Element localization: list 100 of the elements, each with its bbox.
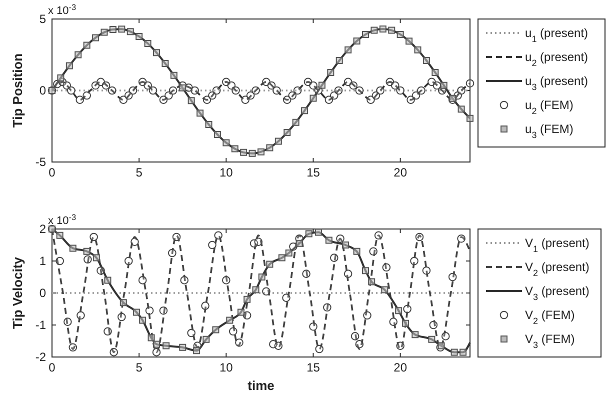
point <box>381 286 388 294</box>
point <box>120 299 127 306</box>
point <box>100 28 108 36</box>
point <box>237 308 244 316</box>
point <box>153 49 160 56</box>
x-tick-label: 0 <box>48 166 56 180</box>
point <box>132 308 140 316</box>
point <box>258 148 264 156</box>
point <box>205 121 212 128</box>
text: x 10$^{-3}$ <box>48 212 77 227</box>
y-tick-label: -5 <box>35 154 46 169</box>
x-tick-label: 10 <box>219 360 234 375</box>
point <box>440 82 448 89</box>
point <box>325 236 332 244</box>
x-tick-label: 15 <box>306 360 320 375</box>
point <box>170 72 178 79</box>
point <box>327 68 334 76</box>
point <box>126 28 134 36</box>
legend-label: u$_{3}$ (FEM) <box>525 122 574 140</box>
point <box>274 138 282 145</box>
legend-label: u$_{2}$ (present) <box>525 50 588 68</box>
legend-label: V$_{3}$ (FEM) <box>525 332 575 350</box>
point <box>66 62 73 70</box>
point <box>252 286 260 294</box>
point <box>153 340 160 348</box>
point <box>342 242 349 248</box>
point <box>83 248 90 255</box>
point <box>450 348 458 356</box>
point <box>305 230 312 238</box>
point <box>296 240 303 247</box>
y-tick-label: 0 <box>39 83 46 98</box>
legend-label: u$_{1}$ (present) <box>525 26 588 44</box>
point <box>318 82 326 89</box>
x-tick-label: 20 <box>394 360 408 375</box>
x-tick-label: 20 <box>394 166 408 180</box>
point <box>162 60 169 67</box>
point <box>266 260 274 268</box>
point <box>214 131 221 138</box>
point <box>136 32 143 40</box>
point <box>460 348 467 356</box>
point <box>278 254 286 262</box>
point <box>344 46 352 54</box>
point <box>353 38 360 45</box>
point <box>57 74 64 82</box>
point <box>396 30 404 38</box>
y-tick-label: 1 <box>39 254 46 268</box>
point <box>370 26 378 34</box>
point <box>202 336 210 343</box>
x-tick-label: 0 <box>48 360 56 375</box>
legend-label: u$_{3}$ (present) <box>525 74 588 92</box>
point <box>284 129 291 136</box>
point <box>83 42 90 49</box>
point <box>362 30 369 38</box>
y-axis-title: Tip Velocity <box>10 256 25 330</box>
point <box>104 276 112 284</box>
legend-label: V$_{3}$ (present) <box>525 284 590 302</box>
point <box>406 38 413 45</box>
text: x 10$^{-3}$ <box>48 2 77 17</box>
point <box>458 106 465 113</box>
y-tick-label: -2 <box>35 350 46 364</box>
point <box>414 46 422 54</box>
legend-label: u$_{2}$ (FEM) <box>525 98 574 116</box>
point <box>353 248 360 255</box>
legend-label: V$_{2}$ (present) <box>525 260 590 278</box>
x-axis-title: time <box>248 378 274 393</box>
x-tick-label: 10 <box>219 166 234 180</box>
point <box>69 244 76 252</box>
point <box>266 144 274 152</box>
point <box>362 267 369 274</box>
point <box>144 40 152 47</box>
point <box>412 331 419 338</box>
point <box>148 334 155 342</box>
point <box>402 320 410 327</box>
x-tick-label: 5 <box>136 360 143 375</box>
point <box>336 56 343 64</box>
point <box>179 84 186 92</box>
point <box>196 110 204 117</box>
point <box>395 307 402 314</box>
y-tick-label: 5 <box>39 12 46 26</box>
point <box>285 250 292 256</box>
point <box>193 347 200 354</box>
point <box>388 26 396 34</box>
point <box>244 296 251 303</box>
point <box>310 94 317 102</box>
point <box>301 107 308 114</box>
point <box>248 150 256 157</box>
point <box>162 342 170 350</box>
point <box>428 336 436 343</box>
point <box>432 68 439 76</box>
legend-label: V$_{2}$ (FEM) <box>525 308 575 326</box>
point <box>240 148 248 156</box>
point <box>466 114 474 122</box>
y-tick-label: 0 <box>39 286 46 300</box>
legend-label: V$_{1}$ (present) <box>525 236 590 254</box>
point <box>222 139 230 146</box>
point <box>179 344 186 351</box>
x-tick-label: 5 <box>136 166 143 180</box>
point <box>438 342 445 350</box>
point <box>422 56 430 64</box>
point <box>109 26 116 33</box>
